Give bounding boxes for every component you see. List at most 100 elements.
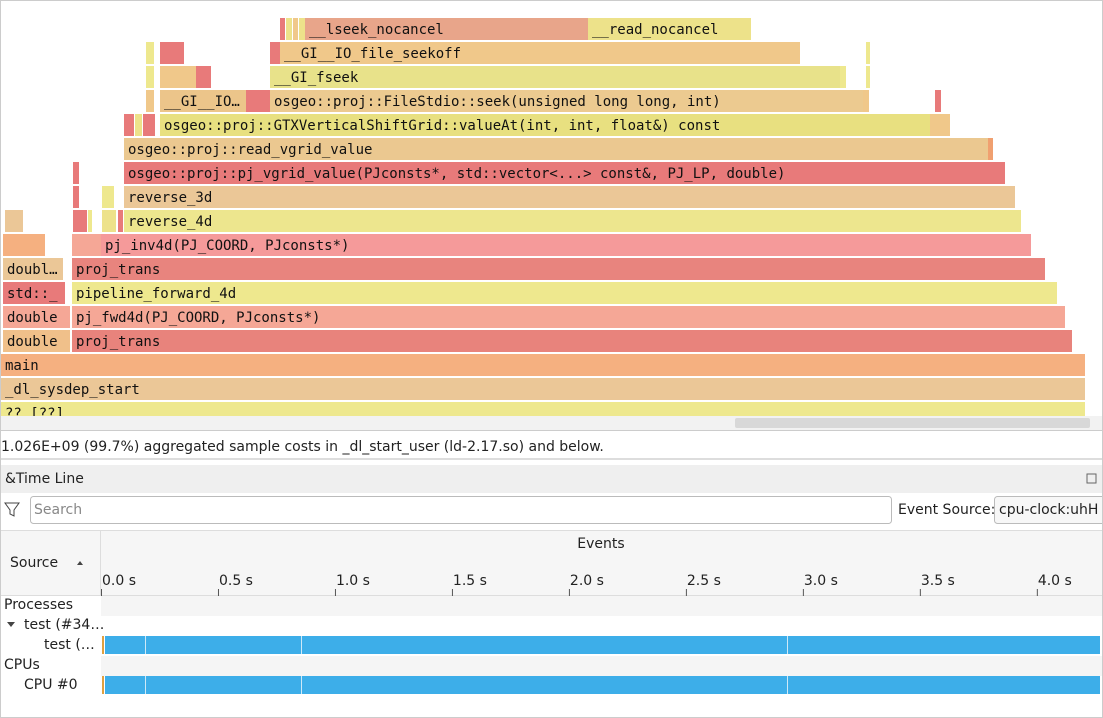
time-tick-label: 0.0 s bbox=[102, 573, 136, 589]
time-tick-label: 1.0 s bbox=[336, 573, 370, 589]
flame-frame[interactable] bbox=[124, 114, 134, 136]
cpu-activity bbox=[102, 636, 104, 654]
flame-frame[interactable] bbox=[866, 66, 870, 88]
flame-frame[interactable] bbox=[588, 18, 751, 40]
flame-frame[interactable] bbox=[840, 66, 846, 88]
event-source-label: Event Source: bbox=[898, 502, 995, 518]
event-source-combo[interactable] bbox=[994, 496, 1103, 524]
flame-frame[interactable] bbox=[160, 90, 246, 112]
flame-frame[interactable] bbox=[305, 18, 588, 40]
flame-frame[interactable] bbox=[143, 114, 155, 136]
expand-arrow[interactable] bbox=[7, 622, 15, 627]
frame-label: pipeline_forward_4d bbox=[76, 286, 236, 302]
activity-gap bbox=[301, 676, 302, 694]
flame-frame[interactable] bbox=[866, 42, 870, 64]
filter-icon[interactable] bbox=[4, 502, 20, 517]
flame-frame[interactable] bbox=[72, 330, 1072, 352]
flame-frame[interactable] bbox=[988, 138, 993, 160]
source-column-header[interactable]: Source bbox=[10, 555, 58, 571]
group-row-bg bbox=[101, 596, 1103, 616]
flame-frame[interactable] bbox=[270, 42, 280, 64]
activity-gap bbox=[145, 676, 146, 694]
status-text: 1.026E+09 (99.7%) aggregated sample cost… bbox=[1, 439, 604, 455]
time-tick-label: 2.5 s bbox=[687, 573, 721, 589]
flame-frame[interactable] bbox=[102, 210, 116, 232]
sort-indicator bbox=[77, 561, 83, 565]
flame-frame[interactable] bbox=[72, 258, 1045, 280]
flame-frame[interactable] bbox=[146, 42, 154, 64]
flame-frame[interactable] bbox=[299, 18, 305, 40]
time-tick-label: 2.0 s bbox=[570, 573, 604, 589]
flame-frame[interactable] bbox=[73, 162, 79, 184]
flame-frame[interactable] bbox=[101, 234, 1031, 256]
frame-label: __GI__IO_file_seekoff bbox=[284, 46, 461, 62]
flame-frame[interactable] bbox=[256, 90, 270, 112]
dock-title: &Time Line bbox=[5, 471, 84, 487]
frame-label: double bbox=[7, 310, 58, 326]
flame-frame[interactable] bbox=[146, 66, 154, 88]
flame-frame[interactable] bbox=[270, 90, 863, 112]
flame-frame[interactable] bbox=[1, 354, 1085, 376]
frame-label: __read_nocancel bbox=[592, 22, 718, 38]
flame-frame[interactable] bbox=[88, 210, 92, 232]
splitter[interactable] bbox=[0, 458, 1103, 460]
flame-frame[interactable] bbox=[124, 186, 1015, 208]
flame-frame[interactable] bbox=[3, 330, 70, 352]
activity-gap bbox=[787, 636, 788, 654]
frame-label: proj_trans bbox=[76, 262, 160, 278]
table-header bbox=[0, 530, 1103, 596]
flame-frame[interactable] bbox=[72, 282, 1057, 304]
flame-frame[interactable] bbox=[160, 114, 930, 136]
flame-frame[interactable] bbox=[1, 402, 1085, 424]
flame-frame[interactable] bbox=[73, 186, 79, 208]
cpu-activity bbox=[102, 676, 104, 694]
flame-frame[interactable] bbox=[293, 18, 298, 40]
float-button[interactable] bbox=[1086, 473, 1097, 484]
flame-frame[interactable] bbox=[935, 90, 941, 112]
frame-label: _dl_sysdep_start bbox=[5, 382, 140, 398]
flamegraph: __lseek_nocancel __read_nocancel __GI__IO_… bbox=[1, 18, 1085, 424]
flame-frame[interactable] bbox=[146, 90, 154, 112]
frame-label: reverse_3d bbox=[128, 190, 212, 206]
flame-frame[interactable] bbox=[286, 18, 292, 40]
flame-frame[interactable] bbox=[124, 138, 988, 160]
flame-frame[interactable] bbox=[3, 306, 70, 328]
flame-frame[interactable] bbox=[72, 234, 102, 256]
search-input[interactable] bbox=[30, 496, 892, 524]
flame-frame[interactable] bbox=[280, 42, 800, 64]
flame-frame[interactable] bbox=[124, 210, 1021, 232]
activity-gap bbox=[301, 636, 302, 654]
scroll-thumb[interactable] bbox=[735, 418, 1090, 428]
flame-frame[interactable] bbox=[280, 18, 285, 40]
flame-frame[interactable] bbox=[124, 162, 1005, 184]
flame-frame[interactable] bbox=[5, 210, 23, 232]
frame-label: pj_inv4d(PJ_COORD, PJconsts*) bbox=[105, 238, 349, 254]
flame-frame[interactable] bbox=[196, 66, 211, 88]
flame-frame[interactable] bbox=[3, 234, 45, 256]
search-placeholder: Search bbox=[34, 502, 82, 518]
flame-frame[interactable] bbox=[118, 210, 123, 232]
flame-frame[interactable] bbox=[73, 210, 87, 232]
frame-label: osgeo::proj::pj_vgrid_value(PJconsts*, s… bbox=[128, 166, 785, 182]
flame-frame[interactable] bbox=[160, 42, 184, 64]
time-tick-label: 4.0 s bbox=[1038, 573, 1072, 589]
cpu-activity bbox=[105, 676, 1100, 694]
flame-frame[interactable] bbox=[135, 114, 142, 136]
flame-frame[interactable] bbox=[270, 66, 840, 88]
group-row-bg bbox=[101, 656, 1103, 676]
flame-frame[interactable] bbox=[3, 282, 65, 304]
flame-frame[interactable] bbox=[102, 186, 114, 208]
flame-frame[interactable] bbox=[246, 90, 256, 112]
time-tick-label: 3.5 s bbox=[921, 573, 955, 589]
flame-frame[interactable] bbox=[72, 306, 1065, 328]
flame-frame[interactable] bbox=[930, 114, 950, 136]
row-label: Processes bbox=[4, 597, 73, 613]
flame-frame[interactable] bbox=[863, 90, 869, 112]
events-column-header[interactable]: Events bbox=[577, 536, 624, 552]
frame-label: __lseek_nocancel bbox=[309, 22, 444, 38]
flame-frame[interactable] bbox=[3, 258, 63, 280]
frame-label: ?? [??] bbox=[5, 406, 64, 422]
flame-frame[interactable] bbox=[1, 378, 1085, 400]
flame-frame[interactable] bbox=[160, 66, 196, 88]
